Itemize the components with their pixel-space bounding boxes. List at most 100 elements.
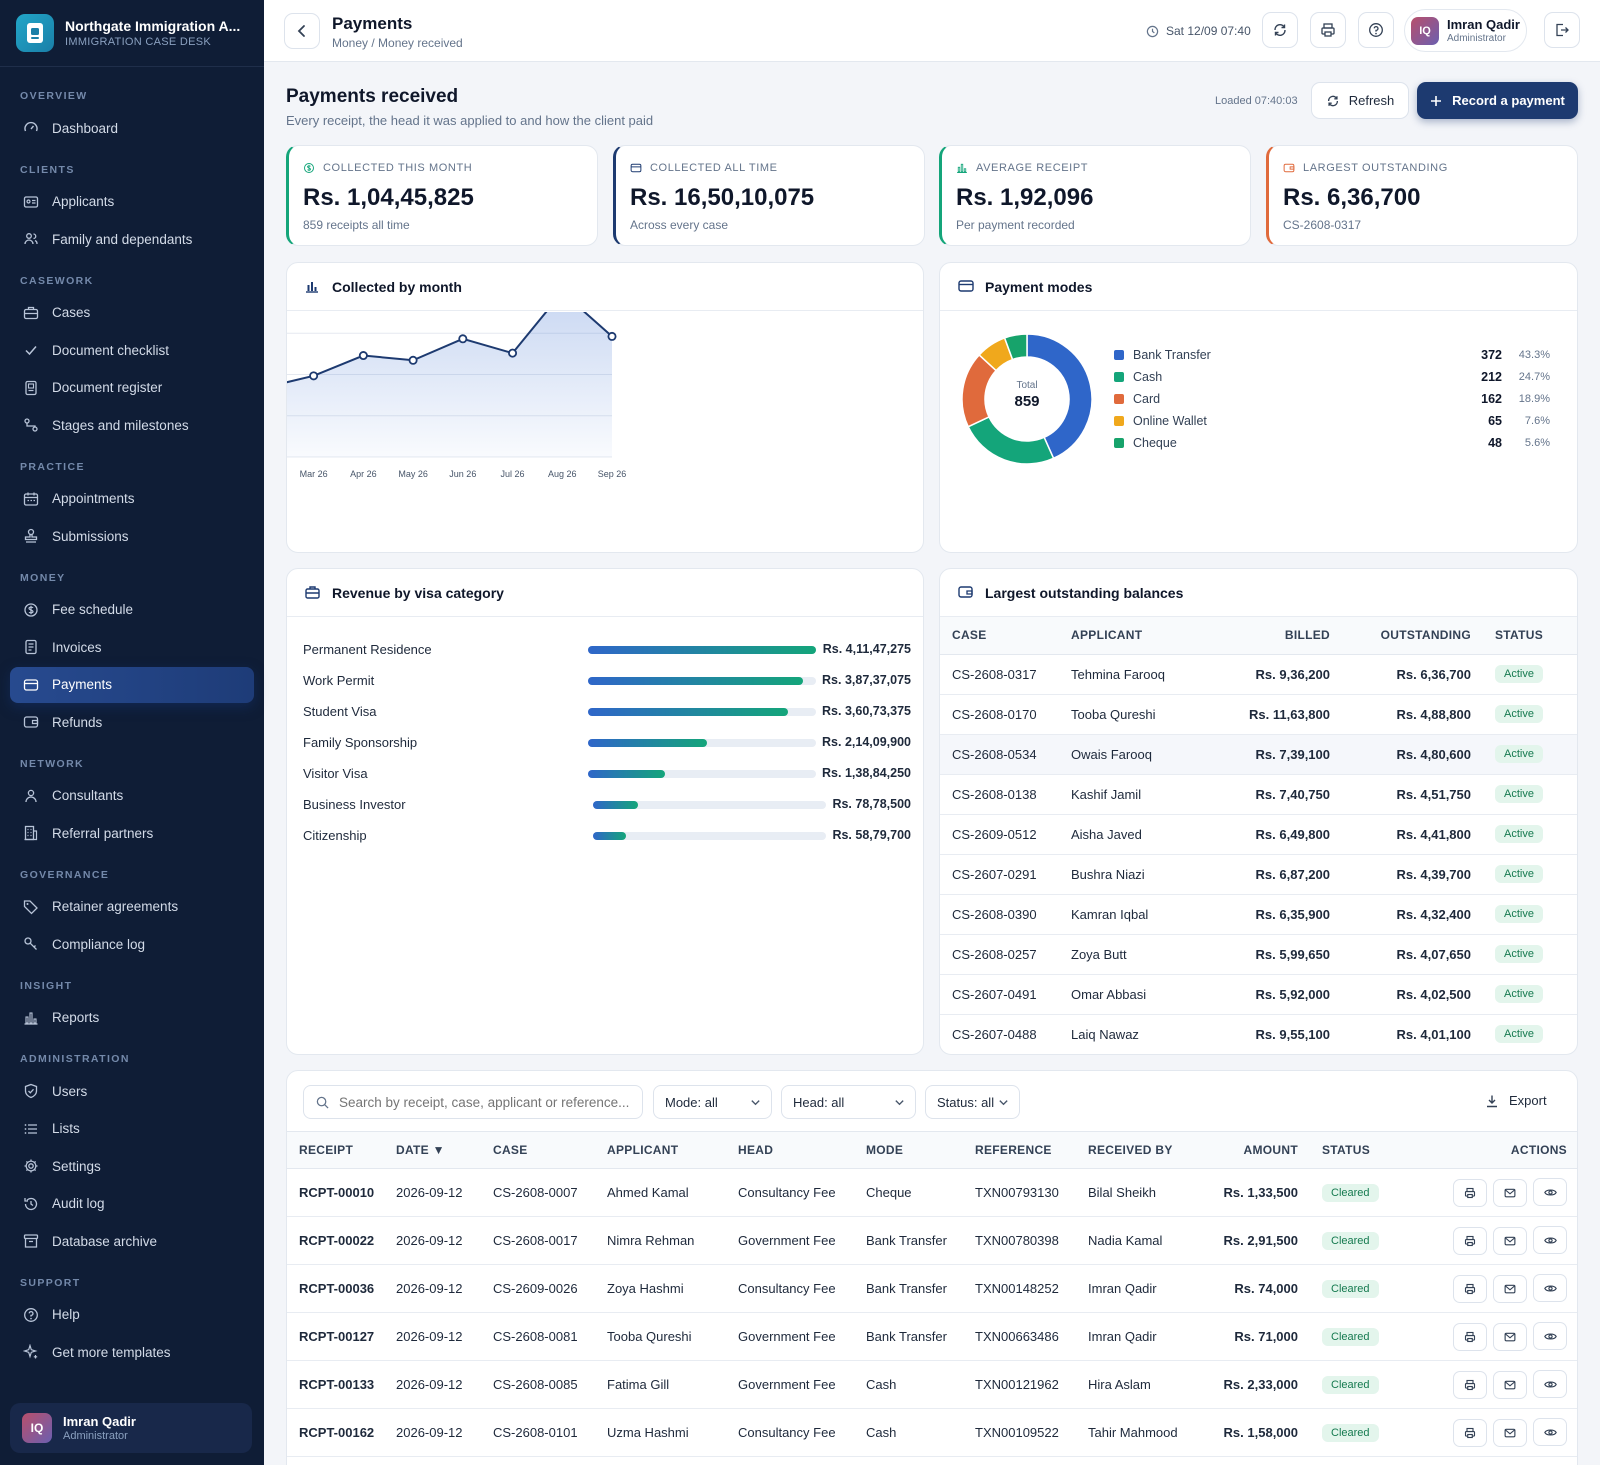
table-row[interactable]: RCPT-00022 2026-09-12 CS-2608-0017 Nimra Re… [287,1216,1577,1265]
table-row[interactable]: CS-2608-0170 Tooba Qureshi Rs. 11,63,800 Rs… [940,694,1577,735]
email-button[interactable] [1493,1418,1527,1447]
sidebar-item-stages-and-milestones[interactable]: Stages and milestones [10,407,254,443]
view-button[interactable] [1533,1226,1567,1255]
sidebar-item-submissions[interactable]: Submissions [10,518,254,554]
table-row[interactable]: CS-2608-0534 Owais Farooq Rs. 7,39,100 Rs. … [940,734,1577,775]
table-row[interactable]: RCPT-00010 2026-09-12 CS-2608-0007 Ahmed Ka… [287,1168,1577,1217]
data-point[interactable] [309,371,319,381]
sidebar-item-cases[interactable]: Cases [10,295,254,331]
table-row[interactable]: CS-2608-0138 Kashif Jamil Rs. 7,40,750 Rs. … [940,774,1577,815]
status-badge: Active [1495,785,1543,803]
mail-icon [1504,1235,1516,1247]
print-button[interactable] [1453,1178,1487,1207]
sidebar-item-settings[interactable]: Settings [10,1148,254,1184]
sidebar-item-help[interactable]: Help [10,1297,254,1333]
brand[interactable]: Northgate Immigration A... IMMIGRATION C… [0,0,264,67]
logout-button[interactable] [1544,12,1580,48]
print-button[interactable] [1453,1370,1487,1399]
view-button[interactable] [1533,1418,1567,1447]
sidebar-item-label: Payments [52,677,113,692]
cell-status: Active [1471,694,1577,735]
table-row[interactable]: RCPT-00133 2026-09-12 CS-2608-0085 Fatima G… [287,1360,1577,1409]
pie-slice-cheque[interactable] [1003,333,1028,361]
export-button[interactable]: Export [1485,1093,1547,1108]
table-row[interactable]: CS-2608-0390 Kamran Iqbal Rs. 6,35,900 Rs. … [940,894,1577,935]
pie-slice-cash[interactable] [967,415,1055,465]
card-header: Largest outstanding balances [940,569,1577,617]
sidebar-item-applicants[interactable]: Applicants [10,184,254,220]
data-point[interactable] [358,351,368,361]
table-row[interactable]: CS-2607-0491 Omar Abbasi Rs. 5,92,000 Rs. 4… [940,974,1577,1015]
sidebar-user-card[interactable]: IQ Imran Qadir Administrator [10,1403,252,1453]
table-row[interactable]: RCPT-00036 2026-09-12 CS-2609-0026 Zoya Has… [287,1264,1577,1313]
sidebar-item-payments[interactable]: Payments [10,666,254,703]
sidebar-item-reports[interactable]: Reports [10,1000,254,1036]
sync-icon [1274,23,1286,37]
sidebar-item-refunds[interactable]: Refunds [10,704,254,740]
sync-button[interactable] [1262,12,1298,48]
sidebar-item-document-register[interactable]: Document register [10,370,254,406]
revenue-by-visa-card: Revenue by visa category Permanent Resid… [286,568,924,1055]
sidebar-item-get-more-templates[interactable]: Get more templates [10,1334,254,1370]
stat-label: COLLECTED THIS MONTH [303,162,472,174]
table-row[interactable]: RCPT-00127 2026-09-12 CS-2608-0081 Tooba Qu… [287,1312,1577,1361]
list-icon [22,1120,40,1138]
sidebar-item-invoices[interactable]: Invoices [10,629,254,665]
view-button[interactable] [1533,1370,1567,1399]
data-point[interactable] [458,334,468,344]
sidebar-item-retainer-agreements[interactable]: Retainer agreements [10,889,254,925]
email-button[interactable] [1493,1274,1527,1303]
pie-slice-bank-transfer[interactable] [1026,333,1093,460]
refresh-button[interactable]: Refresh [1311,82,1409,119]
sidebar-item-compliance-log[interactable]: Compliance log [10,926,254,962]
sidebar-item-referral-partners[interactable]: Referral partners [10,815,254,851]
sidebar-item-dashboard[interactable]: Dashboard [10,110,254,146]
head-filter[interactable]: Head: all [781,1085,916,1119]
sidebar-item-database-archive[interactable]: Database archive [10,1223,254,1259]
user-menu[interactable]: IQ Imran Qadir Administrator [1404,9,1527,52]
view-button[interactable] [1533,1178,1567,1207]
print-button[interactable] [1453,1418,1487,1447]
table-row[interactable]: CS-2609-0512 Aisha Javed Rs. 6,49,800 Rs. 4… [940,814,1577,855]
status-filter[interactable]: Status: all [925,1085,1020,1119]
back-button[interactable] [284,13,320,49]
view-button[interactable] [1533,1274,1567,1303]
sidebar-item-lists[interactable]: Lists [10,1111,254,1147]
x-tick-label: Sep 26 [598,469,627,479]
table-row[interactable]: CS-2607-0488 Laiq Nawaz Rs. 9,55,100 Rs. 4,… [940,1014,1577,1054]
bar [588,770,665,778]
data-point[interactable] [607,331,617,341]
data-point[interactable] [508,348,518,358]
print-button[interactable] [1453,1274,1487,1303]
sidebar-item-users[interactable]: Users [10,1073,254,1109]
bar-track [588,708,816,716]
cell-amount: Rs. 1,58,000 [1203,1408,1298,1457]
sidebar-item-document-checklist[interactable]: Document checklist [10,332,254,368]
help-button[interactable] [1358,12,1394,48]
sidebar-item-fee-schedule[interactable]: Fee schedule [10,592,254,628]
sidebar-item-consultants[interactable]: Consultants [10,778,254,814]
email-button[interactable] [1493,1370,1527,1399]
sidebar-item-family-and-dependants[interactable]: Family and dependants [10,221,254,257]
table-row[interactable]: CS-2607-0291 Bushra Niazi Rs. 6,87,200 Rs. … [940,854,1577,895]
email-button[interactable] [1493,1178,1527,1207]
search-input[interactable] [339,1094,639,1110]
record-payment-button[interactable]: Record a payment [1417,82,1578,119]
table-row[interactable]: RCPT-00162 2026-09-12 CS-2608-0101 Uzma Has… [287,1408,1577,1457]
print-button[interactable] [1453,1322,1487,1351]
table-row[interactable]: CS-2608-0317 Tehmina Farooq Rs. 9,36,200 Rs… [940,654,1577,695]
search-box[interactable] [303,1085,643,1119]
mode-filter[interactable]: Mode: all [653,1085,772,1119]
cell-actions [1396,1216,1577,1265]
data-point[interactable] [408,355,418,365]
sidebar-item-audit-log[interactable]: Audit log [10,1186,254,1222]
sidebar-item-appointments[interactable]: Appointments [10,481,254,517]
column-header-date[interactable]: DATE ▼ [396,1131,493,1169]
column-header-billed: BILLED [1213,617,1330,655]
email-button[interactable] [1493,1322,1527,1351]
table-row[interactable]: CS-2608-0257 Zoya Butt Rs. 5,99,650 Rs. 4,0… [940,934,1577,975]
view-button[interactable] [1533,1322,1567,1351]
print-button[interactable] [1453,1226,1487,1255]
email-button[interactable] [1493,1226,1527,1255]
print-button[interactable] [1310,12,1346,48]
